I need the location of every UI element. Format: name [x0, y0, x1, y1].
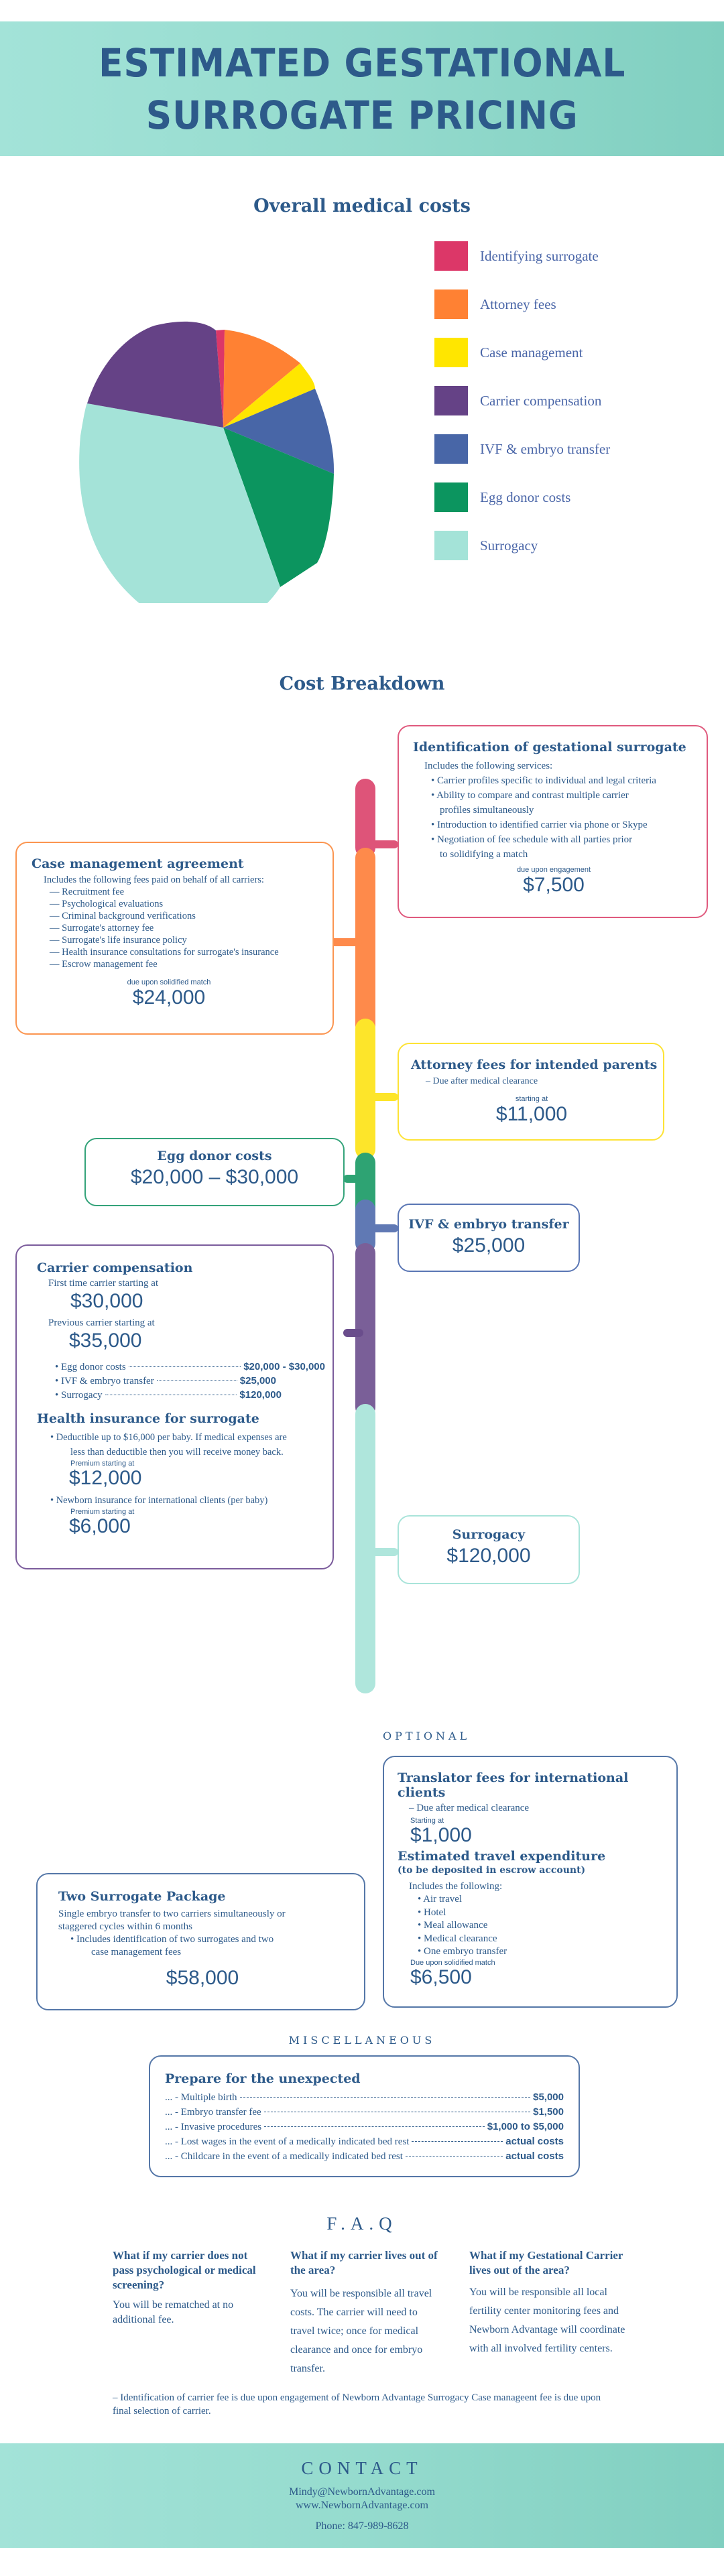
case-management-card: Case management agreement Includes the f… [15, 842, 334, 1035]
connector-identification [367, 840, 398, 848]
faq-item: What if my Gestational Carrier lives out… [469, 2249, 625, 2354]
legend-swatch-surrogacy [434, 531, 468, 560]
contact-title: CONTACT [301, 2458, 423, 2478]
faq-footnote: – Identification of carrier fee is due u… [113, 2392, 601, 2417]
pie-chart [79, 321, 334, 603]
connector-carrier [343, 1329, 363, 1337]
misc-card: Prepare for the unexpected ... - Multipl… [149, 2055, 580, 2177]
contact-phone[interactable]: Phone: 847-989-8628 [315, 2520, 409, 2532]
pie-slice-case-management [223, 363, 315, 428]
surrogacy-card: Surrogacy $120,000 [398, 1515, 580, 1584]
legend-item: Attorney fees [434, 289, 610, 319]
pie-slice-carrier-compensation [87, 321, 223, 428]
connector-case-management [328, 938, 362, 946]
legend-swatch-attorney [434, 289, 468, 319]
legend-item: IVF & embryo transfer [434, 434, 610, 464]
title-banner: ESTIMATED GESTATIONAL SURROGATE PRICING [0, 21, 724, 156]
legend-item: Carrier compensation [434, 386, 610, 415]
attorney-card: Attorney fees for intended parents – Due… [398, 1043, 664, 1141]
legend-item: Surrogacy [434, 531, 610, 560]
carrier-line: • Egg donor costs $20,000 - $30,000 [55, 1361, 325, 1372]
pie-slice-identifying-surrogate [216, 330, 225, 428]
misc-label: MISCELLANEOUS [288, 2034, 436, 2047]
misc-row: ... - Multiple birth $5,000 [165, 2091, 564, 2103]
page-title: ESTIMATED GESTATIONAL SURROGATE PRICING [98, 40, 626, 138]
faq-title: F.A.Q [326, 2213, 398, 2234]
legend-item: Case management [434, 338, 610, 367]
two-surrogate-card: Two Surrogate Package Single embryo tran… [36, 1873, 365, 2010]
carrier-line: • IVF & embryo transfer $25,000 [55, 1375, 276, 1387]
faq-item: What if my carrier does not pass psychol… [113, 2249, 256, 2325]
pie-slice-surrogacy [79, 403, 280, 603]
misc-row: ... - Embryo transfer fee $1,500 [165, 2106, 564, 2118]
breakdown-title: Cost Breakdown [279, 673, 445, 694]
ivf-card: IVF & embryo transfer $25,000 [398, 1204, 580, 1272]
contact-website[interactable]: www.NewbornAdvantage.com [295, 2500, 428, 2511]
pie-legend: Identifying surrogate Attorney fees Case… [434, 241, 610, 560]
connector-surrogacy [367, 1548, 398, 1556]
identification-card: Identification of gestational surrogate … [398, 725, 708, 918]
faq-item: What if my carrier lives out of the area… [290, 2249, 438, 2374]
pie-slice-attorney-fees [223, 330, 300, 428]
timeline-segment-yellow [355, 1019, 375, 1159]
legend-swatch-case-management [434, 338, 468, 367]
optional-label: OPTIONAL [383, 1730, 471, 1742]
connector-ivf [367, 1224, 398, 1232]
carrier-compensation-card: Carrier compensation First time carrier … [15, 1244, 334, 1569]
contact-banner: CONTACT Mindy@NewbornAdvantage.com www.N… [0, 2443, 724, 2548]
legend-item: Identifying surrogate [434, 241, 610, 271]
optional-card: Translator fees for international client… [383, 1756, 678, 2008]
misc-row: ... - Lost wages in the event of a medic… [165, 2136, 564, 2147]
contact-email[interactable]: Mindy@NewbornAdvantage.com [289, 2486, 435, 2498]
pie-slice-ivf [223, 389, 334, 474]
connector-egg-donor [343, 1175, 363, 1183]
legend-swatch-identifying [434, 241, 468, 271]
egg-donor-card: Egg donor costs $20,000 – $30,000 [84, 1138, 345, 1206]
pie-slice-egg-donor [223, 428, 334, 587]
legend-swatch-ivf [434, 434, 468, 464]
misc-row: ... - Childcare in the event of a medica… [165, 2150, 564, 2162]
legend-swatch-egg-donor [434, 482, 468, 512]
legend-item: Egg donor costs [434, 482, 610, 512]
misc-row: ... - Invasive procedures $1,000 to $5,00… [165, 2121, 564, 2132]
pie-section-title: Overall medical costs [253, 196, 471, 216]
connector-attorney [367, 1093, 398, 1101]
legend-swatch-carrier [434, 386, 468, 415]
carrier-line: • Surrogacy $120,000 [55, 1389, 282, 1401]
